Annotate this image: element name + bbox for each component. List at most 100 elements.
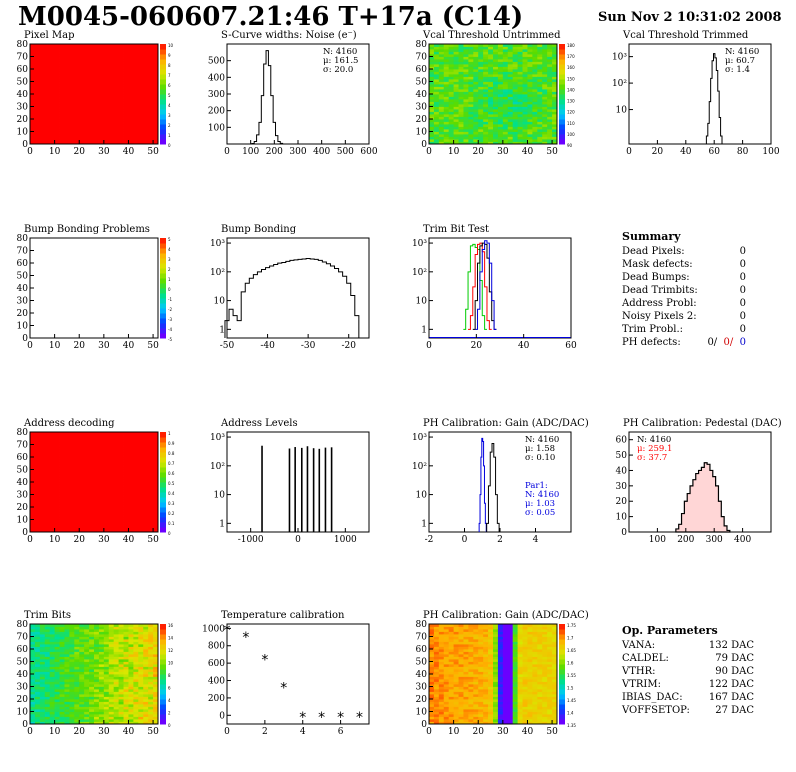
heatmap-cell <box>138 434 144 438</box>
heatmap-cell <box>30 101 36 105</box>
heatmap-cell <box>59 691 65 695</box>
heatmap-cell <box>108 136 115 140</box>
heatmap-cell <box>537 61 543 65</box>
heatmap-cell <box>30 514 36 518</box>
heatmap-cell <box>44 494 51 498</box>
heatmap-cell <box>497 44 504 47</box>
heatmap-cell <box>79 459 85 463</box>
heatmap-cell <box>103 119 110 122</box>
heatmap-cell <box>84 629 90 632</box>
heatmap-cell <box>64 139 70 142</box>
heatmap-cell <box>453 631 459 635</box>
heatmap-cell <box>552 89 558 92</box>
heatmap-cell <box>148 704 154 707</box>
heatmap-cell <box>94 64 100 67</box>
heatmap-cell <box>517 136 523 140</box>
heatmap-cell <box>49 472 56 475</box>
heatmap-cell <box>39 512 46 515</box>
heatmap-cell <box>123 654 129 657</box>
heatmap-cell <box>113 139 120 142</box>
heatmap-cell <box>49 129 56 132</box>
heatmap-cell <box>59 689 65 692</box>
heatmap-cell <box>113 129 120 132</box>
heatmap-cell <box>69 477 75 480</box>
heatmap-cell <box>94 487 100 490</box>
heatmap-cell <box>64 499 70 503</box>
heatmap-cell <box>138 442 144 445</box>
x-tick-label: 20 <box>471 341 483 351</box>
heatmap-cell <box>34 689 41 692</box>
heatmap-cell <box>79 96 85 100</box>
heatmap-cell <box>69 447 75 450</box>
heatmap-cell <box>64 514 70 518</box>
panel-trim-bit-test: Trim Bit Test 1 10 10² 10³ 0 20 40 60 <box>403 224 591 368</box>
heatmap-cell <box>123 714 129 717</box>
heatmap-cell <box>30 46 36 50</box>
heatmap-cell <box>148 649 154 652</box>
heatmap-cell <box>468 121 474 125</box>
heatmap-cell <box>34 106 41 110</box>
heatmap-cell <box>123 59 129 62</box>
heatmap-cell <box>138 651 144 655</box>
heatmap-cell <box>30 482 36 485</box>
y-tick-label: 10 <box>214 491 226 501</box>
heatmap-cell <box>118 434 124 438</box>
panel-ph-gain-map: PH Calibration: Gain (ADC/DAC) 1.75 1.7 1.6… <box>403 610 591 754</box>
heatmap-cell <box>103 66 110 70</box>
plot-frame <box>29 237 159 339</box>
heatmap-cell <box>79 141 85 145</box>
heatmap-cell <box>458 626 464 630</box>
heatmap-cell <box>507 59 514 62</box>
heatmap-cell <box>552 121 558 125</box>
heatmap-cell <box>522 44 528 47</box>
heatmap-cell <box>69 634 75 637</box>
colorbar-segment <box>160 452 166 458</box>
heatmap-cell <box>54 694 60 697</box>
heatmap-cell <box>138 454 144 458</box>
heatmap-cell <box>113 74 120 77</box>
chart-svg: 1.751.71.651.61.551.51.451.41.3501020304… <box>416 620 577 737</box>
heatmap-cell <box>143 497 149 500</box>
colorbar-tick-label: 2 <box>168 711 171 716</box>
heatmap-cell <box>84 99 90 102</box>
heatmap-cell <box>153 629 159 632</box>
heatmap-cell <box>94 684 100 687</box>
heatmap-cell <box>74 701 80 705</box>
heatmap-cell <box>118 459 124 463</box>
heatmap-cell <box>69 704 75 707</box>
histogram-series <box>486 442 500 532</box>
heatmap-cell <box>54 434 60 438</box>
heatmap-cell <box>98 444 105 448</box>
heatmap-cell <box>108 46 115 50</box>
heatmap-cell <box>143 512 149 515</box>
heatmap-cell <box>44 716 51 720</box>
heatmap-cell <box>148 497 154 500</box>
heatmap-cell <box>522 111 528 115</box>
heatmap-cell <box>94 101 100 105</box>
heatmap-cell <box>89 514 95 518</box>
colorbar-segment <box>160 644 166 650</box>
heatmap-cell <box>49 454 56 458</box>
heatmap-cell <box>108 709 115 712</box>
heatmap-cell <box>458 674 464 677</box>
heatmap-cell <box>34 472 41 475</box>
heatmap-cell <box>74 631 80 635</box>
heatmap-cell <box>30 494 36 498</box>
heatmap-cell <box>453 131 459 135</box>
heatmap-cell <box>438 44 445 47</box>
heatmap-cell <box>44 141 51 145</box>
heatmap-cell <box>453 649 459 652</box>
heatmap-cell <box>458 689 464 692</box>
heatmap-cell <box>478 136 484 140</box>
heatmap-cell <box>113 479 120 483</box>
heatmap-cell <box>128 641 134 645</box>
heatmap-cell <box>79 449 85 453</box>
heatmap-cell <box>552 59 558 62</box>
heatmap-cell <box>108 629 115 632</box>
heatmap-cell <box>148 462 154 465</box>
heatmap-cell <box>103 656 110 660</box>
heatmap-cell <box>547 119 553 122</box>
heatmap-cell <box>552 96 558 100</box>
heatmap-cell <box>84 56 90 60</box>
heatmap-cell <box>547 116 553 120</box>
